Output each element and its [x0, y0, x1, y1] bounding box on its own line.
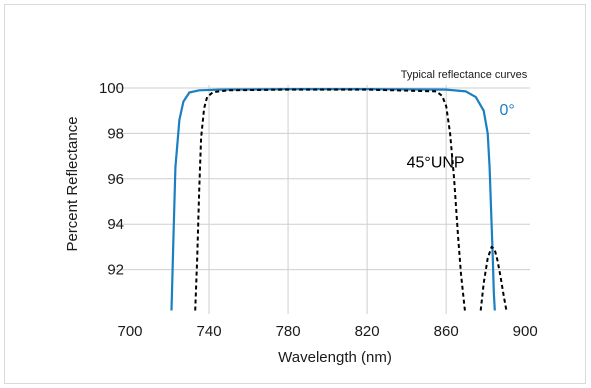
grid	[112, 85, 530, 314]
x-axis-label: Wavelength (nm)	[278, 349, 392, 366]
x-tick-label: 740	[197, 323, 222, 340]
y-axis-label: Percent Reflectance	[64, 116, 81, 251]
y-tick-label: 96	[107, 171, 124, 188]
series-label: 0°	[500, 102, 515, 119]
series-label: 45°UNP	[407, 154, 465, 171]
tick-labels: 700 740 780 820 860 900 92 94 96 98 100	[99, 80, 538, 340]
x-tick-label: 700	[117, 323, 142, 340]
curve-labels: 0° 45°UNP	[407, 102, 515, 171]
series-line-0-deg	[170, 88, 496, 311]
x-tick-label: 780	[276, 323, 301, 340]
x-tick-label: 820	[355, 323, 380, 340]
x-tick-label: 860	[434, 323, 459, 340]
series-line-45-unp	[194, 88, 466, 311]
chart-annotation: Typical reflectance curves	[401, 69, 528, 81]
curves	[170, 88, 508, 311]
y-tick-label: 94	[107, 216, 124, 233]
y-tick-label: 100	[99, 80, 124, 97]
x-tick-label: 900	[513, 323, 538, 340]
chart-frame	[4, 4, 586, 384]
series-line-45-unp	[479, 245, 508, 311]
y-tick-label: 92	[107, 262, 124, 279]
y-tick-label: 98	[107, 125, 124, 142]
